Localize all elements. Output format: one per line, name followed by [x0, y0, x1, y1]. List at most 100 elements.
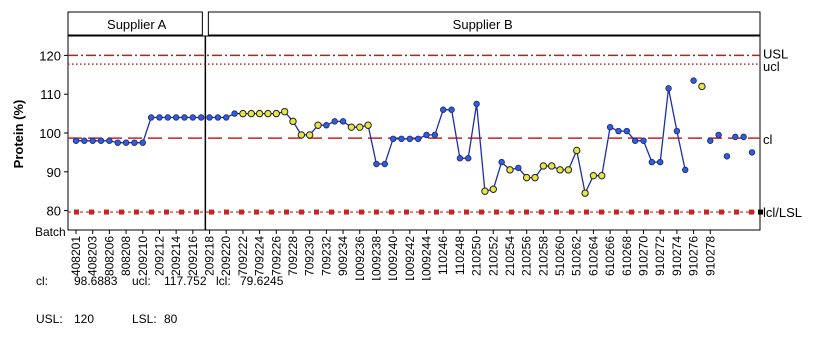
- data-point: [89, 137, 96, 144]
- data-point: [189, 114, 197, 121]
- series-line-supplier-a: [76, 116, 202, 144]
- data-point: [515, 164, 522, 172]
- lcl-marker: [584, 209, 589, 215]
- ucl-stat-value: 117.752: [164, 274, 207, 288]
- data-point-flagged: [506, 166, 514, 174]
- x-tick-label: 1009238: [369, 236, 383, 280]
- data-point: [498, 158, 505, 166]
- data-point: [615, 127, 622, 135]
- lcl-marker: [254, 209, 259, 215]
- cl-stat-label: cl:: [36, 274, 48, 288]
- series-line-supplier-b: [209, 88, 686, 196]
- lcl-end-marker: [758, 209, 763, 215]
- lcl-marker: [314, 209, 319, 215]
- x-tick-label: 610268: [620, 236, 634, 276]
- x-tick-label: 709226: [269, 236, 283, 276]
- x-tick-label: 910278: [703, 236, 717, 276]
- x-tick-label: 709230: [303, 236, 317, 276]
- lcl-marker: [209, 209, 214, 215]
- lcl-marker: [434, 209, 439, 215]
- panel-title-supplier-b: Supplier B: [453, 17, 513, 32]
- lsl-stat-value: 80: [164, 312, 178, 326]
- data-point: [440, 106, 447, 113]
- x-tick-label: 110246: [436, 236, 450, 275]
- data-point: [131, 139, 138, 146]
- data-point: [197, 114, 205, 121]
- data-point-flagged: [539, 162, 548, 170]
- data-point-flagged: [531, 173, 539, 182]
- data-point-flagged: [247, 109, 255, 118]
- data-point: [373, 160, 380, 168]
- data-point-flagged: [364, 121, 372, 129]
- x-tick-label: 408203: [86, 236, 100, 276]
- y-tick-label: 100: [39, 126, 61, 141]
- lcl-marker: [119, 209, 124, 215]
- x-tick-label: 210254: [503, 236, 517, 276]
- data-point: [164, 114, 172, 121]
- stats-row-2: USL: 120 LSL: 80: [36, 312, 177, 326]
- x-tick-label: 910276: [687, 236, 701, 276]
- data-point: [606, 123, 614, 131]
- data-point-flagged: [272, 109, 280, 118]
- data-point: [81, 137, 88, 144]
- x-tick-label: 709232: [319, 236, 333, 276]
- data-point: [448, 106, 455, 113]
- cl-label: cl: [763, 132, 773, 147]
- batch-tick-labels: 408201 408203 808206 808208 209210 209212 2092…: [69, 230, 717, 280]
- x-tick-label: 510260: [553, 236, 567, 276]
- data-point-flagged: [297, 131, 306, 139]
- lcl-marker: [179, 209, 184, 215]
- data-point: [172, 114, 180, 121]
- data-point-flagged: [239, 109, 247, 118]
- x-tick-label: 210250: [470, 236, 484, 276]
- data-point: [156, 114, 163, 121]
- data-point: [406, 135, 414, 143]
- lcl-marker: [599, 209, 604, 215]
- data-point: [431, 131, 439, 139]
- x-tick-label: 110248: [453, 236, 467, 275]
- lcl-marker: [494, 209, 499, 215]
- x-axis-title: Batch: [35, 225, 66, 239]
- lcl-marker: [284, 209, 289, 215]
- data-point-flagged: [489, 185, 497, 193]
- data-point: [690, 77, 697, 84]
- x-tick-label: 610264: [586, 236, 600, 276]
- x-tick-label: 209220: [219, 236, 233, 276]
- data-point-flagged: [522, 173, 531, 182]
- data-point: [623, 127, 631, 135]
- data-point: [97, 137, 105, 144]
- panel-header-supplier-a: [67, 11, 203, 36]
- data-series: [72, 77, 756, 197]
- ucl-label: ucl: [763, 59, 780, 74]
- x-tick-label: 1009242: [403, 236, 417, 280]
- data-point: [723, 153, 731, 160]
- data-point: [740, 133, 747, 141]
- data-point: [665, 85, 672, 92]
- data-point: [465, 155, 472, 162]
- lcl-marker: [239, 209, 244, 215]
- panel-header-supplier-b: [207, 11, 761, 36]
- lcl-marker: [629, 209, 634, 215]
- lcl-marker: [149, 209, 154, 215]
- lcl-stat-value: 79.6245: [240, 274, 284, 288]
- x-tick-label: 910272: [653, 236, 667, 276]
- x-tick-label: 210256: [520, 236, 534, 276]
- plot-frame: [67, 35, 761, 231]
- lcl-marker: [479, 209, 484, 215]
- data-point-flagged: [581, 189, 589, 197]
- data-point-flagged: [556, 166, 564, 174]
- lcl-marker: [614, 209, 619, 215]
- data-point: [398, 135, 405, 143]
- x-tick-label: 709228: [286, 236, 300, 276]
- data-point: [214, 114, 222, 121]
- x-tick-label: 909234: [336, 236, 350, 276]
- data-point-flagged: [589, 171, 598, 180]
- lcl-marker: [269, 209, 274, 215]
- lcl-marker: [569, 209, 574, 215]
- data-point: [122, 139, 130, 146]
- x-tick-label: 910270: [637, 236, 651, 276]
- data-point: [732, 133, 739, 141]
- data-point: [106, 137, 113, 144]
- usl-stat-value: 120: [74, 312, 95, 326]
